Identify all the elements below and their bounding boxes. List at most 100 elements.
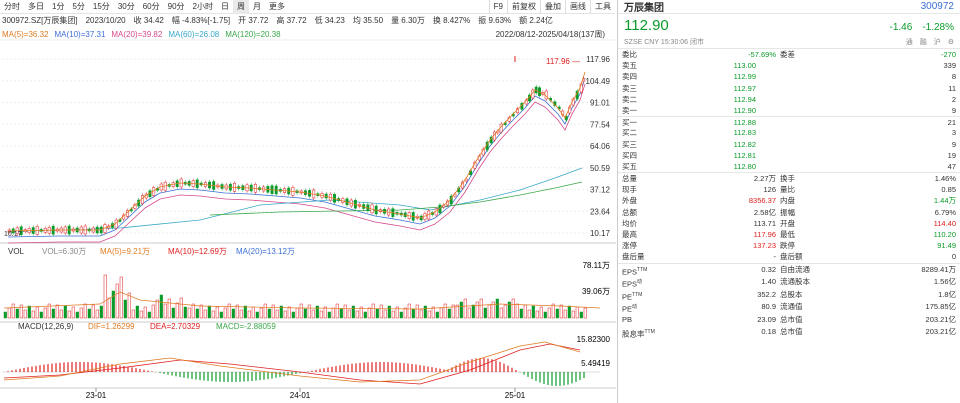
volume-bar [583,307,587,319]
volume-bar [251,306,255,319]
order-ratio-row: 委比 -57.69% 委差 -270 [622,50,956,59]
volume-bar [475,301,479,319]
volume-bar [367,307,371,319]
ma5-line [7,71,586,232]
volume-bar [395,306,399,319]
volume-bar [271,304,275,319]
period-更多[interactable]: 更多 [268,1,285,11]
ma10-label: MA(10)=37.31 [54,30,106,39]
tool-叠加[interactable]: 叠加 [540,0,565,14]
volume-bar [227,303,231,319]
volume-bar [191,303,195,319]
volume-bar [139,310,143,319]
volume-bar [447,308,451,319]
vol-tick: 39.06万 [582,287,610,296]
fin-row: EPSTTM 0.32 自由流通 8289.41万 [622,264,956,277]
volume-bar [83,303,87,319]
period-30分[interactable]: 30分 [117,1,135,11]
tool-工具[interactable]: 工具 [590,0,615,14]
vol-ma5: MA(5)=9.21万 [100,247,150,256]
vol-ma10: MA(10)=12.69万 [168,247,227,256]
volume-bar [179,297,183,319]
volume-bar [143,306,147,319]
volume-bar [431,306,435,319]
stat-row: 盘后量 - 盘后额 0 [622,252,956,262]
macd-dea: DEA=2.70329 [150,322,201,331]
period-2小时[interactable]: 2小时 [192,1,213,11]
volume-bar [455,304,459,319]
book-row: 买三 112.82 9 [622,139,956,149]
volume-bar [255,311,259,319]
volume-bar [131,309,135,319]
volume-bar [355,310,359,319]
volume-bar [11,303,15,319]
period-多日[interactable]: 多日 [28,1,44,11]
period-15分[interactable]: 15分 [92,1,110,11]
volume-bar [19,304,23,319]
stock-tags: 通 融 沪 ⚙ [906,37,954,47]
dea-line [3,343,581,385]
volume-bar [307,304,311,319]
volume-bar [43,307,47,319]
volume-bar [411,308,415,319]
gear-icon[interactable]: ⚙ [947,39,954,46]
volume-bar [231,308,235,319]
chart-canvas[interactable]: 117.96 104.49 91.01 77.54 64.06 50.59 37.12 23.… [0,0,616,403]
bar-info: 300972.SZ[万辰集团] 2023/10/20 收 34.42 幅 -4.… [2,16,553,25]
quote-panel: 万辰集团 300972 112.90 -1.46 -1.28% SZSE CNY… [617,0,960,403]
period-分时[interactable]: 分时 [4,1,20,11]
volume-bar [339,308,343,319]
volume-bar [95,309,99,319]
volume-bar [443,303,447,319]
volume-bar [63,305,67,319]
volume-bar [23,309,27,319]
high-callout: 117.96 — [546,57,580,66]
date-label: 25-01 [505,391,526,400]
volume-bar [75,311,79,319]
book-row: 买五 112.80 47 [622,161,956,171]
date-label: 23-01 [86,391,107,400]
volume-bar [415,304,419,319]
volume-bar [167,298,171,319]
last-price: 112.90 [624,16,669,34]
date-label: 24-01 [290,391,311,400]
volume-bar [347,309,351,319]
volume-bar [387,305,391,319]
period-周[interactable]: 周 [232,0,249,14]
volume-bar [239,309,243,319]
period-日[interactable]: 日 [220,1,229,11]
volume-bar [203,309,207,319]
volume-bar [175,302,179,319]
tag-label: 融 [919,39,934,46]
volume-bar [7,307,11,319]
volume-bar [419,309,423,319]
tool-F9[interactable]: F9 [488,0,507,14]
period-60分[interactable]: 60分 [142,1,160,11]
volume-bar [243,305,247,319]
financials: EPSTTM 0.32 自由流通 8289.41万 EPS动 1.40 流通股本 1.56亿 P… [618,264,960,339]
tool-画线[interactable]: 画线 [565,0,590,14]
stat-row: 现手 126 量比 0.85 [622,185,956,195]
stat-row: 涨停 137.23 跌停 91.49 [622,241,956,251]
stat-row: 总量 2.27万 换手 1.46% [622,174,956,184]
volume-bar [259,307,263,319]
volume-bar [579,311,583,319]
price-tick: 50.59 [590,164,611,173]
ma120-line [209,181,583,216]
ma60-label: MA(60)=26.08 [168,30,220,39]
volume-bar [107,297,111,319]
stat-row: 最高 117.96 最低 110.20 [622,230,956,239]
tool-前复权[interactable]: 前复权 [507,0,540,14]
book-row: 卖五 113.00 339 [622,61,956,71]
volume-bar [115,283,119,319]
volume-bar [287,306,291,319]
period-1分[interactable]: 1分 [52,1,65,11]
price-tick: 10.17 [590,229,611,238]
order-book: 卖五 113.00 339 卖四 112.99 8 卖三 112.97 11 卖二 112.94 2 卖… [618,60,960,174]
period-5分[interactable]: 5分 [72,1,85,11]
volume-bar [79,307,83,319]
period-90分[interactable]: 90分 [167,1,185,11]
volume-bar [515,303,519,319]
period-月[interactable]: 月 [252,1,261,11]
volume-bar [439,307,443,319]
